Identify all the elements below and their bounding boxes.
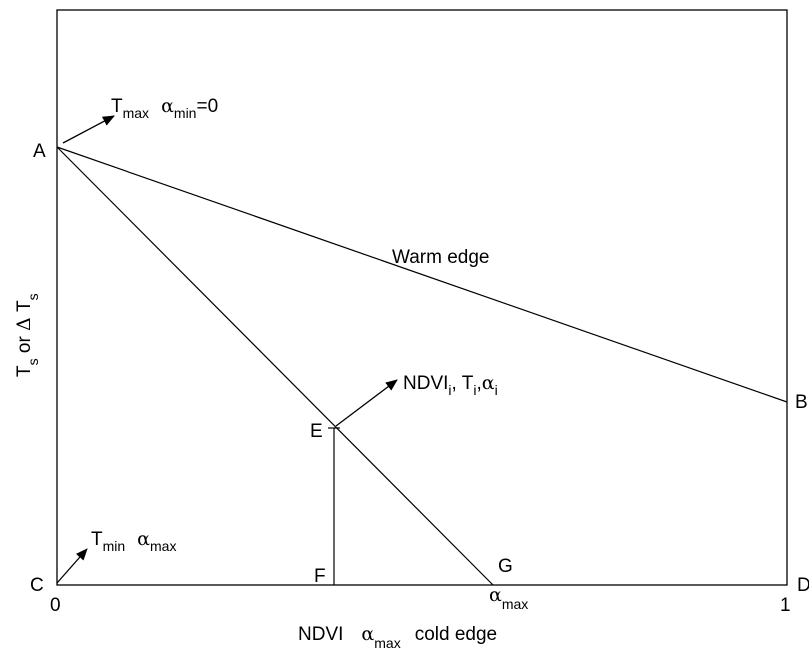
x-tick-0: 0 bbox=[50, 595, 61, 616]
arrow-point-e bbox=[335, 379, 398, 427]
annotation-tmax-alphamin: Tmax αmin=0 bbox=[111, 95, 218, 121]
warm-edge-label: Warm edge bbox=[392, 247, 490, 268]
arrow-bottom bbox=[56, 548, 88, 584]
line-a-to-g bbox=[56, 146, 494, 586]
warm-edge-line bbox=[56, 146, 788, 403]
annotation-tmin-alphamax: Tmin αmax bbox=[91, 528, 176, 554]
arrow-top bbox=[62, 115, 115, 144]
point-label-c: C bbox=[30, 575, 44, 596]
point-label-d: D bbox=[797, 575, 809, 596]
x-axis-label: NDVI αmax cold edge bbox=[298, 623, 497, 651]
point-label-f: F bbox=[314, 566, 326, 587]
annotation-point-e-values: NDVIi, Ti,αi bbox=[403, 372, 498, 398]
y-axis-label: Ts or Δ Ts bbox=[13, 293, 41, 377]
point-label-g: G bbox=[498, 556, 513, 577]
point-label-e: E bbox=[310, 421, 323, 442]
point-label-b: B bbox=[795, 392, 808, 413]
x-tick-1: 1 bbox=[780, 595, 791, 616]
x-tick-alphamax: αmax bbox=[489, 584, 528, 612]
plot-frame bbox=[56, 9, 788, 586]
point-label-a: A bbox=[33, 141, 46, 162]
